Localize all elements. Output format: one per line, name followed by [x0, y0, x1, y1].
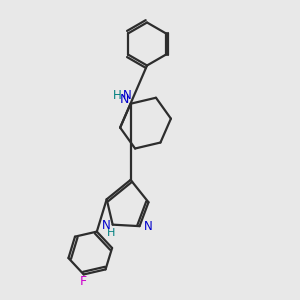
Text: N: N [102, 219, 110, 232]
Text: N: N [143, 220, 152, 232]
Text: N: N [123, 88, 132, 102]
Text: F: F [80, 274, 87, 287]
Text: H: H [112, 88, 121, 102]
Text: H: H [107, 228, 116, 238]
Text: N: N [119, 93, 129, 106]
